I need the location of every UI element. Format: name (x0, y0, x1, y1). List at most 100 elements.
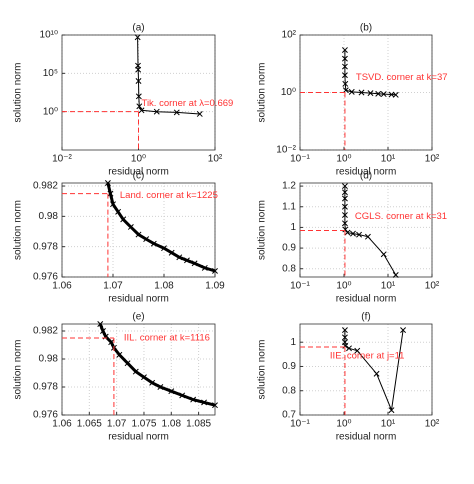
x-tick-label: 10⁰ (336, 154, 351, 165)
corner-annotation: CGLS. corner at k=31 (355, 211, 447, 222)
y-tick-label: 10⁰ (281, 87, 296, 98)
x-tick-label: 10¹ (381, 154, 396, 165)
y-tick-label: 0.9 (282, 243, 296, 254)
x-tick-label: 1.08 (154, 281, 174, 292)
y-tick-label: 0.98 (39, 211, 59, 222)
x-axis-label: residual norm (336, 294, 397, 305)
marker (190, 396, 197, 403)
y-axis-label: solution norm (13, 339, 24, 399)
marker (367, 90, 374, 97)
x-tick-label: 1.065 (77, 419, 102, 430)
x-tick-label: 1.07 (107, 419, 127, 430)
marker (135, 78, 142, 84)
y-axis-label: solution norm (257, 339, 268, 399)
marker (132, 368, 139, 375)
marker (127, 224, 134, 230)
marker (341, 334, 348, 341)
plot-area (300, 183, 432, 277)
y-tick-label: 1 (290, 337, 296, 348)
panel-title: (d) (360, 171, 372, 182)
x-tick-label: 10⁰ (336, 281, 351, 292)
series-line (98, 323, 216, 407)
marker (358, 89, 365, 96)
marker (350, 230, 356, 237)
marker (176, 254, 183, 261)
panel: 10⁻¹ 10⁰ 10¹ 10² 0.7 0.8 0.9 1 IIE. corner at j=… (257, 312, 440, 443)
marker (100, 328, 106, 334)
marker (168, 249, 175, 256)
y-tick-label: 1 (290, 222, 296, 233)
marker (212, 267, 218, 274)
panel: 10⁻¹ 10⁰ 10¹ 10² 0.8 0.9 1 1.1 1.2 CGLS. corner a… (257, 171, 447, 305)
x-tick-label: 10⁰ (336, 419, 351, 430)
y-tick-label: 0.976 (33, 272, 58, 283)
x-tick-label: 10⁻² (52, 154, 72, 165)
x-tick-label: 10¹ (381, 281, 396, 292)
marker (380, 91, 387, 98)
y-axis-label: solution norm (257, 200, 268, 260)
y-tick-label: 0.982 (33, 326, 58, 337)
marker (373, 370, 380, 377)
plot-frame (61, 323, 216, 416)
marker (150, 240, 157, 247)
x-axis-label: residual norm (108, 294, 169, 305)
x-tick-label: 1.07 (103, 281, 123, 292)
marker (183, 257, 190, 264)
marker (356, 231, 363, 238)
x-tick-label: 1.075 (131, 419, 156, 430)
marker (342, 80, 349, 87)
marker (149, 379, 156, 386)
marker (107, 190, 114, 197)
x-tick-label: 10⁻¹ (290, 419, 310, 430)
x-tick-label: 1.085 (186, 419, 211, 430)
panel-title: (e) (132, 312, 144, 323)
plot-frame (61, 34, 216, 151)
panel-title: (a) (132, 23, 144, 34)
marker (375, 90, 382, 97)
y-axis-label: solution norm (13, 62, 24, 122)
marker (201, 264, 208, 271)
marker (354, 347, 361, 354)
y-axis-label: solution norm (257, 62, 268, 122)
panel-title: (f) (361, 312, 370, 323)
marker (135, 93, 142, 100)
marker (201, 399, 208, 406)
marker (392, 91, 399, 98)
marker (115, 208, 122, 215)
marker (116, 351, 123, 358)
x-axis-label: residual norm (336, 432, 397, 443)
marker (143, 236, 150, 243)
panel-title: (c) (133, 171, 145, 182)
marker (173, 109, 180, 116)
y-tick-label: 0.978 (33, 241, 58, 252)
y-axis-label: solution norm (13, 200, 24, 260)
marker (348, 88, 355, 95)
marker (141, 374, 147, 381)
panel: 10⁻² 10⁰ 10² 10⁰ 10⁵ 10¹⁰ Tik. corner at λ=0.6… (13, 23, 234, 178)
marker (341, 55, 348, 62)
marker (135, 231, 142, 238)
x-tick-label: 1.06 (52, 281, 72, 292)
marker (341, 63, 348, 70)
plot-frame (299, 182, 433, 278)
marker (191, 260, 198, 267)
marker (108, 339, 115, 346)
corner-annotation: TSVD. corner at k=37 (356, 72, 448, 83)
y-tick-label: 10⁻² (276, 145, 296, 156)
marker (342, 226, 349, 233)
y-tick-label: 0.7 (282, 410, 296, 421)
marker (168, 388, 175, 395)
marker (341, 220, 348, 227)
marker (380, 251, 387, 258)
y-tick-label: 0.976 (33, 410, 58, 421)
marker (134, 34, 141, 41)
x-axis-label: residual norm (108, 432, 169, 443)
plot-frame (61, 182, 216, 278)
corner-annotation: Land. corner at k=1225 (120, 190, 218, 201)
marker (346, 345, 352, 352)
marker (212, 402, 218, 409)
y-tick-label: 10² (282, 30, 297, 41)
x-axis-label: residual norm (108, 167, 169, 178)
series-line (106, 182, 216, 273)
x-tick-label: 1.08 (162, 419, 182, 430)
